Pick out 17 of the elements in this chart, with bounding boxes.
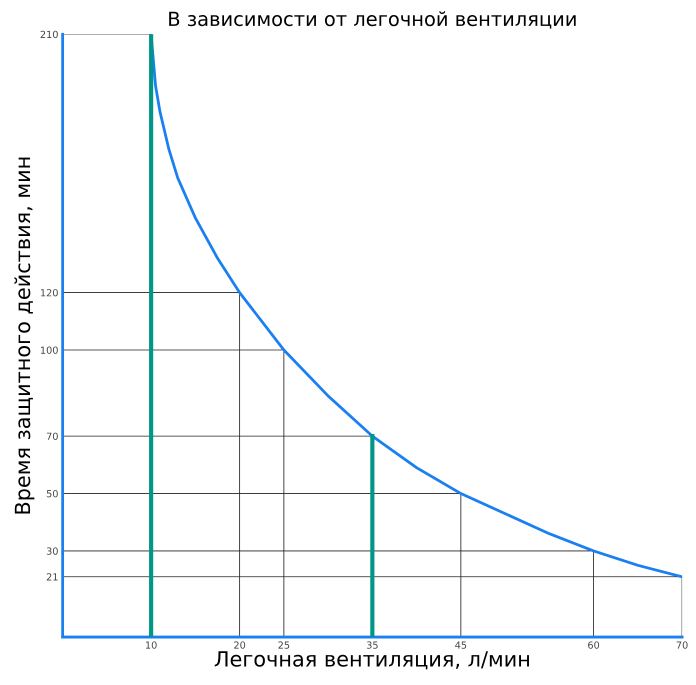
- y-tick-label: 100: [40, 346, 58, 354]
- y-tick-label: 21: [46, 573, 58, 580]
- x-tick-label: 70: [676, 641, 688, 649]
- y-tick-label: 30: [46, 547, 58, 555]
- y-tick-label: 210: [40, 30, 58, 38]
- x-tick-label: 10: [146, 641, 157, 649]
- x-tick-label: 60: [588, 641, 600, 649]
- x-tick-label: 20: [234, 641, 246, 649]
- x-tick-label: 25: [278, 641, 290, 649]
- y-tick-label: 120: [40, 289, 58, 296]
- x-tick-label: 35: [366, 641, 378, 649]
- x-tick-label: 45: [455, 642, 466, 649]
- x-axis-title: Легочная вентиляция, л/мин: [214, 651, 529, 670]
- y-tick-label: 70: [46, 432, 58, 440]
- y-axis-title: Время защитного действия, мин: [14, 158, 34, 514]
- y-tick-label: 50: [46, 490, 58, 498]
- chart-title: В зависимости от легочной вентиляции: [169, 11, 576, 29]
